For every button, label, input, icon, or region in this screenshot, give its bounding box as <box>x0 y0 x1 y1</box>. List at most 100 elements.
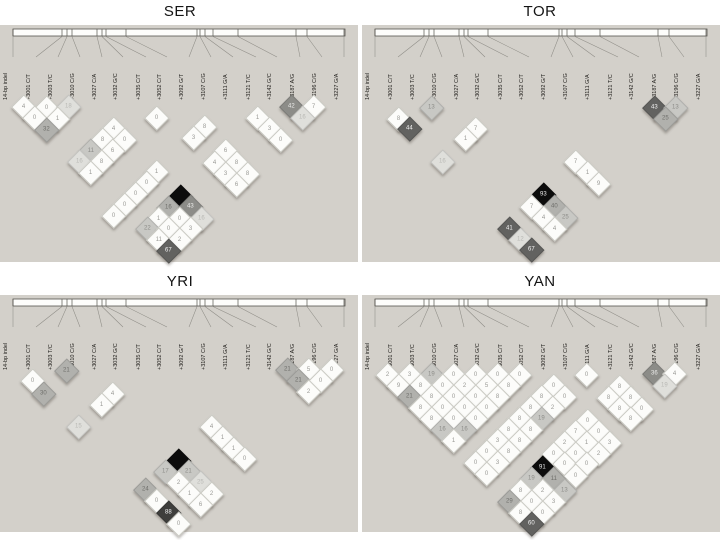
snp-label: +3092 G/T <box>541 343 547 370</box>
snp-label: +3121 T/C <box>246 344 252 370</box>
ld-cell-value: 93 <box>540 191 548 198</box>
ld-cell-value: 16 <box>198 215 206 222</box>
ld-cell-value: 4 <box>210 423 214 430</box>
ld-cell-value: 0 <box>586 417 590 424</box>
ld-cell-value: 3 <box>608 439 612 446</box>
gene-bar-and-connectors <box>374 298 708 328</box>
ld-cell-value: 25 <box>197 479 205 486</box>
ld-cell-value: 36 <box>651 370 659 377</box>
ld-cell-value: 4 <box>111 390 115 397</box>
ld-cell-value: 19 <box>428 371 436 378</box>
ld-cell-value: 1 <box>100 401 104 408</box>
ld-cell-value: 3 <box>192 134 196 141</box>
ld-cell-value: 16 <box>461 426 469 433</box>
ld-plot: 14-bp indel +3001 C/T +3003 T/C +3010 C/G +3… <box>362 25 720 263</box>
ld-cell-value: 0 <box>530 498 534 505</box>
ld-cell-value: 16 <box>299 114 307 121</box>
ld-cell-value: 1 <box>452 437 456 444</box>
ld-cell-value: 0 <box>563 460 567 467</box>
panel-tor: TOR 14-bp indel +3001 C/T +3003 T/C +3010 C… <box>360 0 720 270</box>
ld-cell-value: 8 <box>618 383 622 390</box>
panel-title: YRI <box>166 273 194 290</box>
ld-cell-value: 2 <box>178 236 182 243</box>
gene-bar-and-connectors <box>12 28 346 58</box>
ld-cell-value: 0 <box>155 497 159 504</box>
ld-cell-value: 0 <box>474 415 478 422</box>
ld-cell-value: 6 <box>235 181 239 188</box>
ld-cell-value: 19 <box>528 475 536 482</box>
snp-label: +3092 G/T <box>179 343 185 370</box>
ld-cell-value: 0 <box>474 371 478 378</box>
ld-cell-value: 8 <box>419 382 423 389</box>
snp-label: +3092 G/T <box>179 73 185 100</box>
ld-cell-value: 5 <box>485 382 489 389</box>
ld-cell-value: 3 <box>224 170 228 177</box>
ld-cell-value: 8 <box>397 115 401 122</box>
ld-plot: 14-bp indel +3001 C/T +3003 T/C +3010 C/G +3… <box>362 295 720 537</box>
ld-cell-value: 11 <box>87 147 95 154</box>
ld-cell-value: 1 <box>188 490 192 497</box>
snp-label: +3111 G/A <box>585 74 591 100</box>
ld-cell-value: 8 <box>430 393 434 400</box>
ld-cell-value: 8 <box>203 123 207 130</box>
ld-cell-value: 7 <box>574 428 578 435</box>
ld-cell-value: 1 <box>56 115 60 122</box>
ld-cell-value: 4 <box>22 103 26 110</box>
ld-cell-value: 8 <box>519 487 523 494</box>
snp-label: 14-bp indel <box>3 342 9 370</box>
ld-cell-value: 8 <box>507 382 511 389</box>
ld-cell-value: 21 <box>406 393 414 400</box>
ld-cell-value: 8 <box>629 394 633 401</box>
ld-cell-value: 12 <box>517 236 525 243</box>
ld-cell-value: 8 <box>519 509 523 516</box>
snp-label: +3032 G/C <box>475 73 481 100</box>
ld-cell-value: 21 <box>185 468 193 475</box>
ld-cell-value: 25 <box>662 115 670 122</box>
ld-cell-value: 0 <box>279 136 283 143</box>
snp-label: +3142 G/C <box>267 73 273 100</box>
ld-cell-value: 13 <box>561 487 569 494</box>
ld-cell-value: 2 <box>541 487 545 494</box>
ld-cell-value: 0 <box>485 448 489 455</box>
ld-cell-value: 21 <box>63 367 71 374</box>
snp-label: +3227 G/A <box>334 73 340 100</box>
snp-label: +3001 C/T <box>388 74 394 100</box>
snp-label: +3142 G/C <box>629 73 635 100</box>
snp-label: +3003 T/C <box>410 74 416 100</box>
ld-cell-value: 17 <box>162 468 170 475</box>
snp-label: +3052 C/T <box>519 74 525 100</box>
ld-cell-value: 0 <box>31 377 35 384</box>
ld-cell-value: 0 <box>552 450 556 457</box>
snp-label: +3142 G/C <box>267 343 273 370</box>
snp-label: +3035 C/T <box>136 344 142 370</box>
ld-cell-value: 0 <box>177 520 181 527</box>
ld-cell-value: 16 <box>439 158 447 165</box>
ld-cell-value: 8 <box>235 159 239 166</box>
ld-cell-value: 67 <box>165 247 173 254</box>
ld-cell-value: 32 <box>43 126 51 133</box>
ld-cell-value: 29 <box>506 498 514 505</box>
ld-cell-value: 6 <box>111 147 115 154</box>
ld-plot: 14-bp indel +3001 C/T +3003 T/C +3010 C/G +3… <box>0 295 358 537</box>
ld-cell-value: 0 <box>585 460 589 467</box>
snp-label: +3027 C/A <box>92 343 98 370</box>
ld-cell-value: 2 <box>597 450 601 457</box>
ld-cell-value: 0 <box>496 371 500 378</box>
ld-cell-value: 8 <box>518 437 522 444</box>
gene-bar-and-connectors <box>374 28 708 58</box>
snp-label: +3092 G/T <box>541 73 547 100</box>
snp-label: +3003 T/C <box>48 74 54 100</box>
ld-cell-value: 8 <box>529 426 533 433</box>
ld-cell-value: 91 <box>539 464 547 471</box>
ld-cell-value: 6 <box>199 501 203 508</box>
ld-cell-value: 8 <box>629 415 633 422</box>
ld-cell-value: 16 <box>439 426 447 433</box>
ld-cell-value: 0 <box>585 371 589 378</box>
snp-label: 14-bp indel <box>3 72 9 100</box>
snp-label: +3035 C/T <box>136 74 142 100</box>
ld-cell-value: 4 <box>542 214 546 221</box>
ld-cell-value: 0 <box>441 382 445 389</box>
ld-cell-value: 0 <box>167 225 171 232</box>
ld-cell-value: 3 <box>552 498 556 505</box>
